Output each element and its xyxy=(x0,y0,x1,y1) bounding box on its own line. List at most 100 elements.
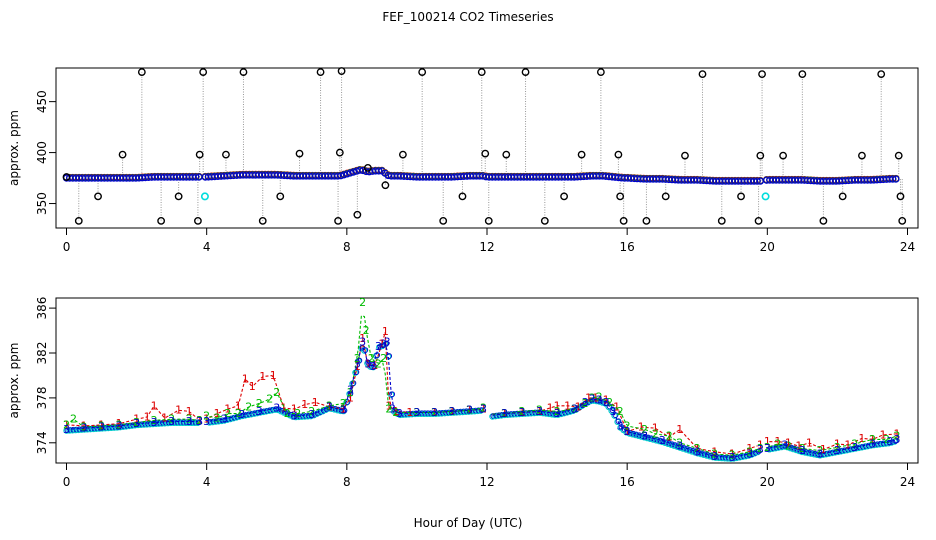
series-3-marker: 3 xyxy=(384,335,391,348)
series-1-marker: 1 xyxy=(81,419,88,432)
series-2-marker: 2 xyxy=(203,409,210,422)
series-2-marker: 2 xyxy=(666,430,673,443)
series-2-marker: 2 xyxy=(151,414,158,427)
series-1-marker: 1 xyxy=(359,332,366,345)
series-2-marker: 2 xyxy=(266,393,273,406)
series-1-marker: 1 xyxy=(235,399,242,412)
series-2-marker: 2 xyxy=(326,399,333,412)
series-1-marker: 1 xyxy=(144,410,151,423)
series-2-marker: 2 xyxy=(168,413,175,426)
series-1-marker: 1 xyxy=(116,417,123,430)
spike-point xyxy=(335,148,344,157)
series-1-marker: 1 xyxy=(858,432,865,445)
series-3-marker: 3 xyxy=(834,444,841,457)
spike-point xyxy=(858,151,866,160)
bottom-blue-point xyxy=(609,407,616,413)
series-3-marker: 3 xyxy=(571,403,578,416)
series-2-marker: 2 xyxy=(757,442,764,455)
spike-point xyxy=(754,216,763,225)
bottom-blue-point xyxy=(344,399,351,405)
spike-point xyxy=(779,151,787,160)
series-1-marker: 1 xyxy=(280,402,287,415)
baseline-blue-point xyxy=(192,173,200,181)
spike-point xyxy=(661,192,670,201)
series-3-marker: 3 xyxy=(326,400,333,413)
spike-point xyxy=(560,192,568,201)
top-x-tick-label: 8 xyxy=(343,240,351,254)
spike-point xyxy=(353,210,362,219)
spike-point xyxy=(258,216,267,225)
spike-point xyxy=(137,68,146,76)
series-1-marker: 1 xyxy=(564,399,571,412)
series-2-marker: 2 xyxy=(133,416,140,429)
spike-point xyxy=(74,216,83,225)
series-1-marker: 1 xyxy=(638,421,645,434)
series-2-marker: 2 xyxy=(480,402,487,415)
bottom-blue-point xyxy=(350,380,357,386)
spike-point xyxy=(896,192,905,201)
series-1-marker: 1 xyxy=(729,448,736,461)
spike-point xyxy=(502,150,511,159)
series-1-marker: 1 xyxy=(196,414,203,427)
spike-point xyxy=(439,216,448,225)
bottom-blue-point xyxy=(478,407,485,413)
series-1-marker: 1 xyxy=(63,418,70,431)
bottom-x-tick-label: 12 xyxy=(479,475,494,489)
spike-point xyxy=(337,67,346,75)
bottom-x-tick-label: 8 xyxy=(343,475,351,489)
series-2-marker: 2 xyxy=(380,352,387,365)
series-2-marker: 2 xyxy=(536,404,543,417)
series-2-marker: 2 xyxy=(354,352,361,365)
series-2-marker: 2 xyxy=(641,423,648,436)
series-1-marker: 1 xyxy=(519,406,526,419)
series-3-marker: 3 xyxy=(641,430,648,443)
series-3-marker: 3 xyxy=(617,419,624,432)
series-1-marker: 1 xyxy=(774,435,781,448)
spike-point xyxy=(418,68,427,76)
series-2-marker: 2 xyxy=(363,324,370,337)
spike-point xyxy=(458,192,467,201)
series-3-marker: 3 xyxy=(151,416,158,429)
spike-point xyxy=(295,149,304,158)
series-1-marker: 1 xyxy=(378,338,385,351)
series-3-line xyxy=(492,398,758,458)
baseline-blue-point xyxy=(889,175,897,183)
series-3-marker: 3 xyxy=(354,358,361,371)
series-2-marker: 2 xyxy=(571,403,578,416)
series-1-marker: 1 xyxy=(312,396,319,409)
series-1-marker: 1 xyxy=(585,391,592,404)
spike-point xyxy=(877,70,886,79)
series-2-marker: 2 xyxy=(235,407,242,420)
series-1-marker: 1 xyxy=(666,431,673,444)
series-2-marker: 2 xyxy=(729,449,736,462)
series-3-marker: 3 xyxy=(596,394,603,407)
cyan-point xyxy=(761,192,770,201)
series-1-marker: 1 xyxy=(133,413,140,426)
series-2-marker: 2 xyxy=(466,404,473,417)
series-2-marker: 2 xyxy=(116,418,123,431)
series-3-marker: 3 xyxy=(116,419,123,432)
series-2-marker: 2 xyxy=(392,406,399,419)
series-2-marker: 2 xyxy=(834,441,841,454)
series-2-marker: 2 xyxy=(359,296,366,309)
spike-point xyxy=(698,70,707,79)
series-3-marker: 3 xyxy=(81,422,88,435)
series-1-marker: 1 xyxy=(301,398,308,411)
series-3-marker: 3 xyxy=(519,406,526,419)
spike-point xyxy=(898,216,907,225)
series-3-marker: 3 xyxy=(466,404,473,417)
spike-point xyxy=(94,192,102,201)
series-2-marker: 2 xyxy=(746,445,753,458)
spike-point xyxy=(642,216,651,225)
series-2-marker: 2 xyxy=(624,419,631,432)
bottom-y-tick-label: 386 xyxy=(35,297,49,320)
spike-point xyxy=(118,150,127,159)
bottom-y-tick-label: 374 xyxy=(35,431,49,454)
top-panel: 0 4 8 12 16 20 24 350 400 450 approx. ppm xyxy=(7,67,919,254)
series-1-marker: 1 xyxy=(652,422,659,435)
series-2-line xyxy=(492,396,758,456)
series-1-marker: 1 xyxy=(806,436,813,449)
series-2-marker: 2 xyxy=(596,390,603,403)
series-3-marker: 3 xyxy=(799,444,806,457)
bottom-x-tick-label: 0 xyxy=(63,475,71,489)
